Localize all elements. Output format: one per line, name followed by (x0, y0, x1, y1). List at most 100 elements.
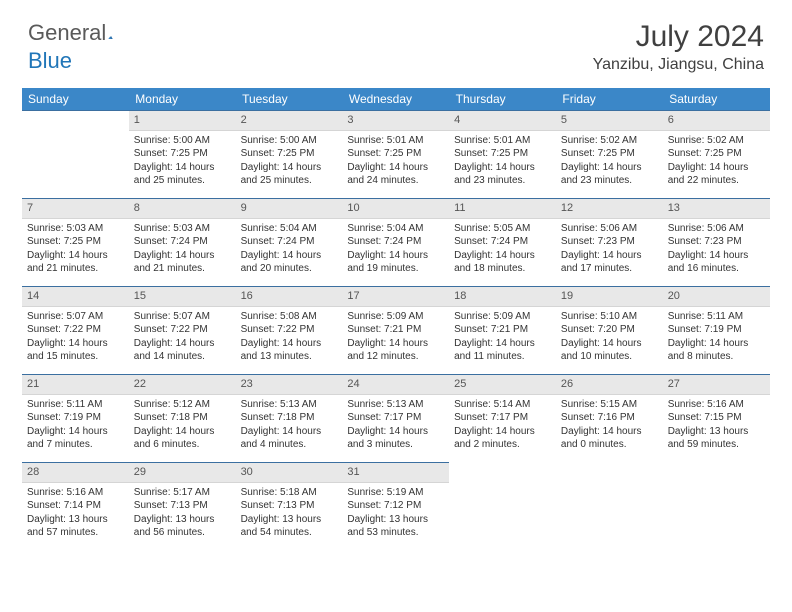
calendar-cell: 9Sunrise: 5:04 AMSunset: 7:24 PMDaylight… (236, 198, 343, 286)
calendar-cell: 21 Sunrise: 5:11 AMSunset: 7:19 PMDayligh… (22, 374, 129, 462)
daylight-line: Daylight: 14 hours and 23 minutes. (561, 161, 658, 188)
calendar-cell: 30Sunrise: 5:18 AMSunset: 7:13 PMDayligh… (236, 462, 343, 550)
day-body: Sunrise: 5:13 AMSunset: 7:17 PMDaylight:… (342, 395, 449, 456)
calendar-cell: 2Sunrise: 5:00 AMSunset: 7:25 PMDaylight… (236, 110, 343, 198)
daylight-line: Daylight: 14 hours and 12 minutes. (347, 337, 444, 364)
day-body: Sunrise: 5:12 AMSunset: 7:18 PMDaylight:… (129, 395, 236, 456)
calendar-cell: 22Sunrise: 5:12 AMSunset: 7:18 PMDayligh… (129, 374, 236, 462)
sunrise-line: Sunrise: 5:17 AM (134, 486, 231, 500)
logo-sail-icon (108, 26, 113, 44)
calendar-cell: 1Sunrise: 5:00 AMSunset: 7:25 PMDaylight… (129, 110, 236, 198)
brand-name-a: General (28, 20, 106, 46)
title-block: July 2024 Yanzibu, Jiangsu, China (593, 20, 764, 74)
day-body: Sunrise: 5:01 AMSunset: 7:25 PMDaylight:… (342, 131, 449, 192)
day-number: 30 (236, 462, 343, 483)
day-body: Sunrise: 5:14 AMSunset: 7:17 PMDaylight:… (449, 395, 556, 456)
day-body: Sunrise: 5:03 AMSunset: 7:25 PMDaylight:… (22, 219, 129, 280)
daylight-line: Daylight: 14 hours and 7 minutes. (27, 425, 124, 452)
daylight-line: Daylight: 14 hours and 8 minutes. (668, 337, 765, 364)
sunset-line: Sunset: 7:17 PM (347, 411, 444, 425)
sunset-line: Sunset: 7:12 PM (347, 499, 444, 513)
day-body: Sunrise: 5:06 AMSunset: 7:23 PMDaylight:… (663, 219, 770, 280)
daylight-line: Daylight: 14 hours and 21 minutes. (134, 249, 231, 276)
weekday-header: Wednesday (342, 88, 449, 110)
daylight-line: Daylight: 14 hours and 14 minutes. (134, 337, 231, 364)
day-number: 20 (663, 286, 770, 307)
weekday-header-row: Sunday Monday Tuesday Wednesday Thursday… (22, 88, 770, 110)
daylight-line: Daylight: 14 hours and 20 minutes. (241, 249, 338, 276)
weekday-header: Monday (129, 88, 236, 110)
sunrise-line: Sunrise: 5:13 AM (347, 398, 444, 412)
sunrise-line: Sunrise: 5:04 AM (241, 222, 338, 236)
sunrise-line: Sunrise: 5:16 AM (27, 486, 124, 500)
brand-logo: General (28, 20, 136, 46)
day-body: Sunrise: 5:02 AMSunset: 7:25 PMDaylight:… (556, 131, 663, 192)
sunrise-line: Sunrise: 5:06 AM (668, 222, 765, 236)
day-body: Sunrise: 5:18 AMSunset: 7:13 PMDaylight:… (236, 483, 343, 544)
day-number: 23 (236, 374, 343, 395)
sunrise-line: Sunrise: 5:05 AM (454, 222, 551, 236)
calendar-cell: 31Sunrise: 5:19 AMSunset: 7:12 PMDayligh… (342, 462, 449, 550)
sunrise-line: Sunrise: 5:19 AM (347, 486, 444, 500)
sunrise-line: Sunrise: 5:11 AM (668, 310, 765, 324)
sunset-line: Sunset: 7:22 PM (27, 323, 124, 337)
daylight-line: Daylight: 14 hours and 6 minutes. (134, 425, 231, 452)
day-body: Sunrise: 5:19 AMSunset: 7:12 PMDaylight:… (342, 483, 449, 544)
day-number: 11 (449, 198, 556, 219)
daylight-line: Daylight: 14 hours and 10 minutes. (561, 337, 658, 364)
daylight-line: Daylight: 14 hours and 2 minutes. (454, 425, 551, 452)
day-number: 1 (129, 110, 236, 131)
day-number: 14 (22, 286, 129, 307)
sunrise-line: Sunrise: 5:03 AM (134, 222, 231, 236)
sunrise-line: Sunrise: 5:11 AM (27, 398, 124, 412)
day-body: Sunrise: 5:00 AMSunset: 7:25 PMDaylight:… (236, 131, 343, 192)
day-number: 27 (663, 374, 770, 395)
day-number: 21 (22, 374, 129, 395)
calendar-cell: 8Sunrise: 5:03 AMSunset: 7:24 PMDaylight… (129, 198, 236, 286)
calendar-row: 14Sunrise: 5:07 AMSunset: 7:22 PMDayligh… (22, 286, 770, 374)
day-number: 7 (22, 198, 129, 219)
sunset-line: Sunset: 7:21 PM (454, 323, 551, 337)
calendar-cell: 12Sunrise: 5:06 AMSunset: 7:23 PMDayligh… (556, 198, 663, 286)
daylight-line: Daylight: 14 hours and 18 minutes. (454, 249, 551, 276)
calendar-cell: 20Sunrise: 5:11 AMSunset: 7:19 PMDayligh… (663, 286, 770, 374)
calendar-cell: 3Sunrise: 5:01 AMSunset: 7:25 PMDaylight… (342, 110, 449, 198)
day-number: 5 (556, 110, 663, 131)
weekday-header: Saturday (663, 88, 770, 110)
sunrise-line: Sunrise: 5:01 AM (454, 134, 551, 148)
daylight-line: Daylight: 14 hours and 22 minutes. (668, 161, 765, 188)
daylight-line: Daylight: 14 hours and 13 minutes. (241, 337, 338, 364)
sunset-line: Sunset: 7:21 PM (347, 323, 444, 337)
sunset-line: Sunset: 7:19 PM (27, 411, 124, 425)
calendar-cell: 16Sunrise: 5:08 AMSunset: 7:22 PMDayligh… (236, 286, 343, 374)
sunset-line: Sunset: 7:22 PM (134, 323, 231, 337)
sunrise-line: Sunrise: 5:06 AM (561, 222, 658, 236)
day-number: 2 (236, 110, 343, 131)
calendar-cell (556, 462, 663, 550)
sunset-line: Sunset: 7:25 PM (241, 147, 338, 161)
daylight-line: Daylight: 14 hours and 11 minutes. (454, 337, 551, 364)
daylight-line: Daylight: 14 hours and 25 minutes. (241, 161, 338, 188)
day-number: 24 (342, 374, 449, 395)
day-number: 26 (556, 374, 663, 395)
day-body: Sunrise: 5:15 AMSunset: 7:16 PMDaylight:… (556, 395, 663, 456)
calendar-cell: 24Sunrise: 5:13 AMSunset: 7:17 PMDayligh… (342, 374, 449, 462)
daylight-line: Daylight: 14 hours and 21 minutes. (27, 249, 124, 276)
sunrise-line: Sunrise: 5:09 AM (454, 310, 551, 324)
sunset-line: Sunset: 7:24 PM (241, 235, 338, 249)
day-number: 12 (556, 198, 663, 219)
day-number: 28 (22, 462, 129, 483)
day-body: Sunrise: 5:09 AMSunset: 7:21 PMDaylight:… (449, 307, 556, 368)
calendar-row: 21Sunrise: 5:11 AMSunset: 7:19 PMDayligh… (22, 374, 770, 462)
day-body: Sunrise: 5:03 AMSunset: 7:24 PMDaylight:… (129, 219, 236, 280)
sunrise-line: Sunrise: 5:02 AM (668, 134, 765, 148)
sunset-line: Sunset: 7:13 PM (134, 499, 231, 513)
daylight-line: Daylight: 13 hours and 56 minutes. (134, 513, 231, 540)
calendar-cell: 10Sunrise: 5:04 AMSunset: 7:24 PMDayligh… (342, 198, 449, 286)
daylight-line: Daylight: 13 hours and 53 minutes. (347, 513, 444, 540)
calendar-cell: 6Sunrise: 5:02 AMSunset: 7:25 PMDaylight… (663, 110, 770, 198)
sunrise-line: Sunrise: 5:01 AM (347, 134, 444, 148)
daylight-line: Daylight: 14 hours and 15 minutes. (27, 337, 124, 364)
day-number: 8 (129, 198, 236, 219)
daylight-line: Daylight: 13 hours and 57 minutes. (27, 513, 124, 540)
